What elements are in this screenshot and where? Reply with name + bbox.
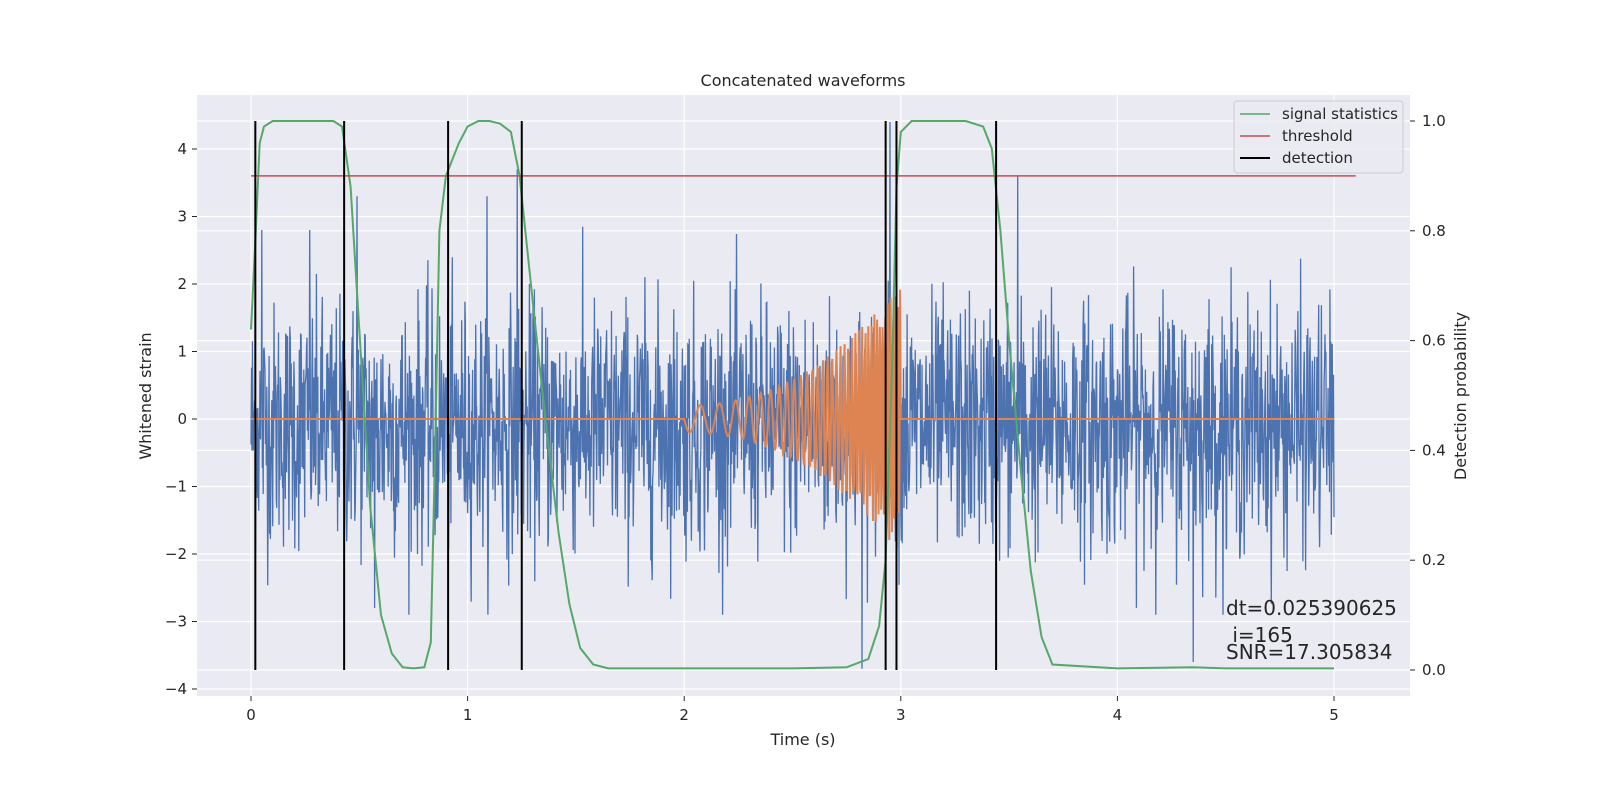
y2-tick-label: 0.4	[1422, 441, 1446, 459]
legend-label-detection: detection	[1282, 149, 1353, 167]
y-tick-label: −2	[165, 545, 187, 563]
annotation-index: i=165	[1226, 623, 1293, 647]
x-tick-label: 5	[1329, 706, 1339, 724]
x-tick-label: 1	[463, 706, 473, 724]
y-tick-label: 4	[177, 140, 187, 158]
y-tick-label: 2	[177, 275, 187, 293]
y2-tick-label: 1.0	[1422, 112, 1446, 130]
signal-statistics-line	[250, 120, 1334, 670]
y-tick-label: 0	[177, 410, 187, 428]
x-axis-label: Time (s)	[769, 730, 835, 749]
y-tick-label: −1	[165, 478, 187, 496]
legend-box	[1233, 100, 1404, 174]
chart-title: Concatenated waveforms	[701, 71, 906, 90]
y-tick-label: 1	[177, 343, 187, 361]
x-tick-label: 3	[896, 706, 906, 724]
y-tick-label: −3	[165, 613, 187, 631]
y2-axis-label: Detection probability	[1451, 312, 1470, 480]
legend-label-signal-statistics: signal statistics	[1282, 105, 1398, 123]
template-line	[251, 289, 1334, 549]
y-axis-label: Whitened strain	[136, 332, 155, 459]
ticks: 0 1 2 3 4 5 −4 −3 −2 −1 0 1 2 3 4 0.0 0.2 0.4 0.6 0.8 1.0	[165, 112, 1446, 724]
y-tick-label: −4	[165, 680, 187, 698]
x-tick-label: 4	[1113, 706, 1123, 724]
y2-tick-label: 0.6	[1422, 332, 1446, 350]
y-tick-label: 3	[177, 208, 187, 226]
x-tick-label: 2	[679, 706, 689, 724]
strain-line	[250, 121, 1335, 669]
x-tick-label: 0	[246, 706, 256, 724]
annotation-dt: dt=0.025390625	[1226, 596, 1397, 620]
annotation-snr: SNR=17.305834	[1226, 640, 1392, 664]
legend-label-threshold: threshold	[1282, 127, 1353, 145]
y2-tick-label: 0.0	[1422, 661, 1446, 679]
data-layer	[250, 120, 1356, 670]
y2-tick-label: 0.8	[1422, 222, 1446, 240]
legend: signal statistics threshold detection	[1233, 100, 1404, 174]
y2-tick-label: 0.2	[1422, 551, 1446, 569]
